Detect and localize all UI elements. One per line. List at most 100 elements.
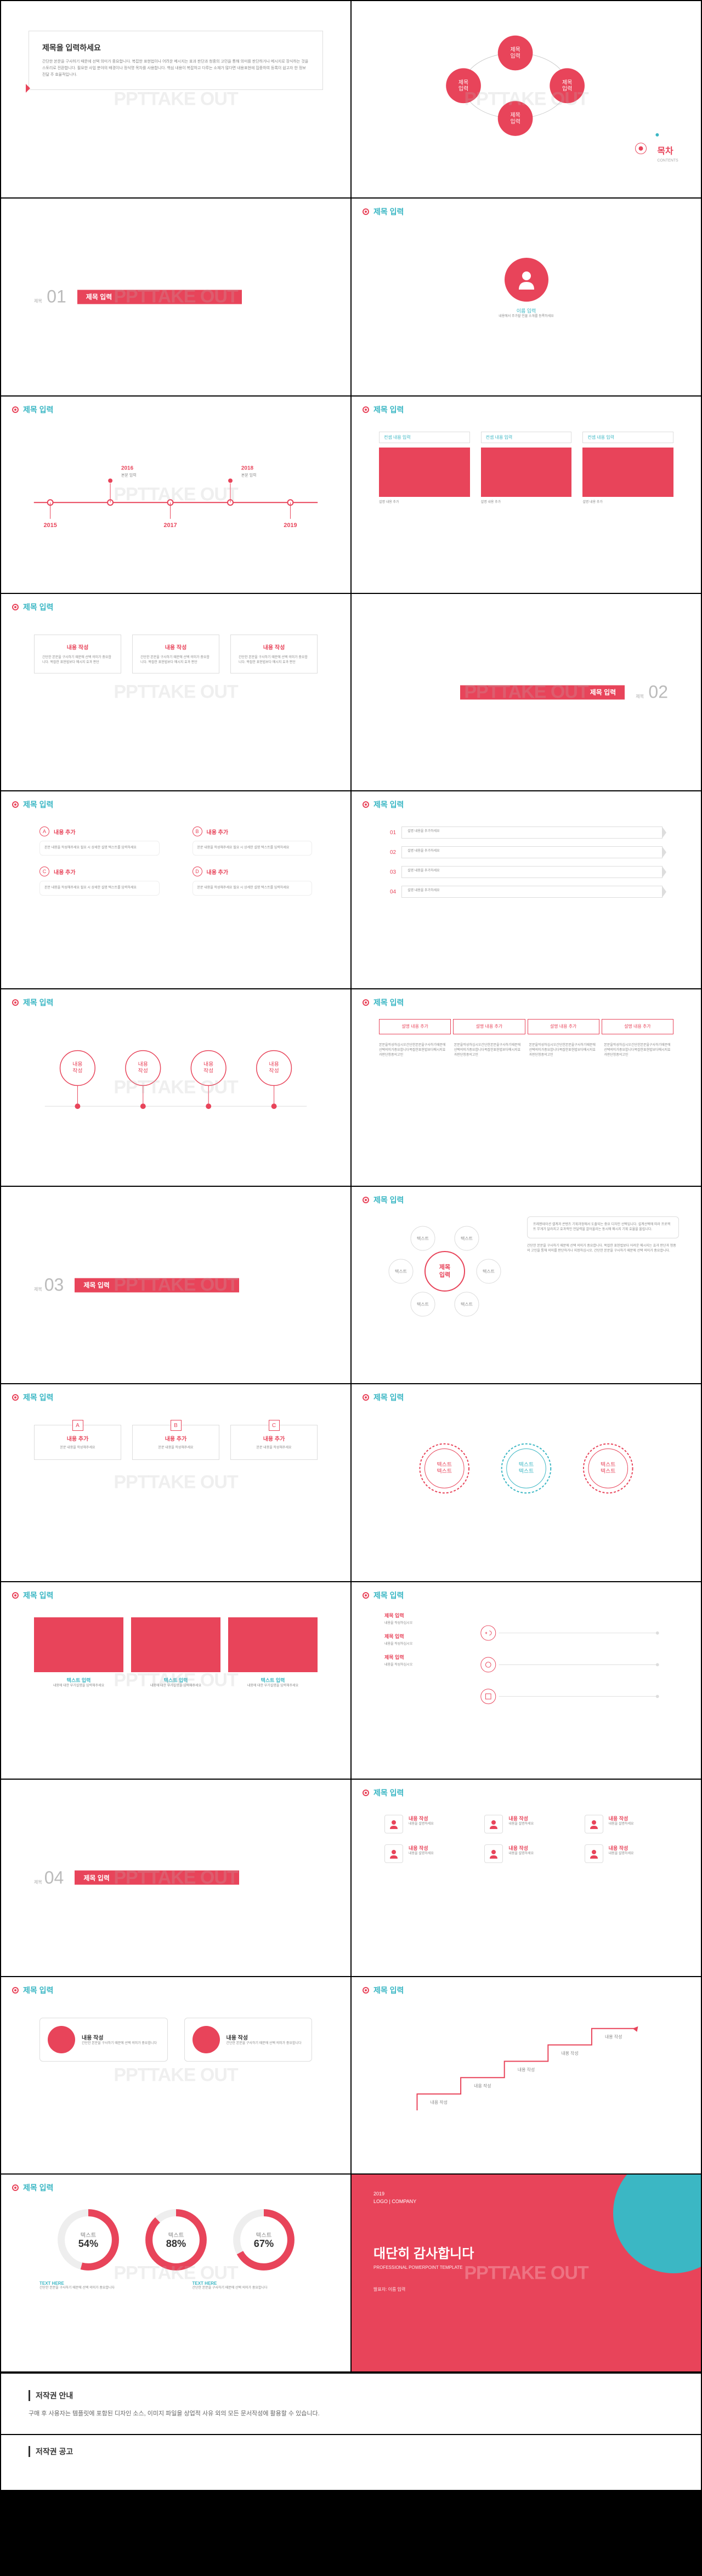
svg-text:제목: 제목 bbox=[458, 79, 468, 86]
svg-text:텍스트: 텍스트 bbox=[417, 1236, 429, 1241]
slide-20: 제목 입력 내용 작성내용을 설명하세요 내용 작성내용을 설명하세요 내용 작… bbox=[352, 1780, 701, 1976]
part-num: 01 bbox=[47, 287, 66, 307]
svg-text:본문 입력: 본문 입력 bbox=[121, 473, 137, 477]
svg-text:텍스트: 텍스트 bbox=[437, 1468, 452, 1475]
watermark: PPTTAKE OUT bbox=[114, 89, 237, 110]
license-title: 저작권 공고 bbox=[29, 2446, 673, 2457]
donut-chart: 텍스트88% bbox=[140, 2204, 212, 2275]
textblock: 본문을작성하십시오간단한본문을구사하기때문에선택의미가중요합니다복잡한표현법보다… bbox=[604, 1043, 673, 1058]
slide-title: 제목 입력 bbox=[373, 206, 404, 217]
box: 내용 작성간단한 본문을 구사하기 때문에 선택 의미가 중요합니다. 복잡한 … bbox=[34, 635, 121, 673]
svg-text:54%: 54% bbox=[78, 2238, 98, 2249]
bullet-icon bbox=[12, 801, 19, 808]
person-item: 내용 작성내용을 설명하세요 bbox=[484, 1815, 568, 1833]
slide-title: 제목 입력 bbox=[373, 1194, 404, 1205]
part-num: 03 bbox=[44, 1275, 64, 1295]
bullet-icon bbox=[363, 1987, 369, 1994]
svg-text:입력: 입력 bbox=[562, 85, 572, 92]
part-bar: 제목 입력 bbox=[75, 1278, 239, 1292]
slide-9: 제목 입력 A내용 추가 본문 내용을 작성해주세요 필요 시 상세한 설명 텍… bbox=[1, 791, 350, 988]
license-section: 저작권 공고 bbox=[1, 2435, 701, 2490]
chevron: 설명 내용 추가 bbox=[379, 1019, 451, 1034]
svg-text:텍스트: 텍스트 bbox=[519, 1468, 534, 1475]
part-num: 04 bbox=[44, 1867, 64, 1887]
slide-title: 제목 입력 bbox=[373, 404, 404, 415]
part-small: 제목 bbox=[636, 694, 644, 699]
footer-section: 저작권 안내 구매 후 사용자는 템플릿에 포함된 디자인 소스, 이미지 파일… bbox=[1, 2374, 701, 2434]
svg-text:내용: 내용 bbox=[203, 1061, 213, 1067]
slide-title: 제목 입력 bbox=[23, 997, 53, 1008]
bullet-icon bbox=[363, 1592, 369, 1599]
svg-text:입력: 입력 bbox=[510, 118, 520, 125]
bullet-icon bbox=[363, 208, 369, 215]
card: C내용 추가본문 내용을 작성해주세요 bbox=[230, 1425, 318, 1460]
svg-text:88%: 88% bbox=[166, 2238, 185, 2249]
slide-title: 제목 입력 bbox=[23, 2182, 53, 2193]
footer-title: 저작권 안내 bbox=[29, 2390, 673, 2401]
svg-text:텍스트: 텍스트 bbox=[437, 1462, 452, 1468]
bullet-icon bbox=[12, 999, 19, 1006]
bullet-icon bbox=[363, 406, 369, 413]
arrow-row: 02설명 내용을 추가하세요 bbox=[390, 846, 663, 858]
slide-15: PPTTAKE OUT 제목 입력 A내용 추가본문 내용을 작성해주세요 B내… bbox=[1, 1384, 350, 1581]
icon-lines bbox=[478, 1612, 668, 1718]
col-a: A내용 추가 본문 내용을 작성해주세요 필요 시 상세한 설명 텍스트를 입력… bbox=[39, 826, 160, 896]
donut-chart: 텍스트67% bbox=[228, 2204, 299, 2275]
svg-text:내용 작성: 내용 작성 bbox=[431, 2099, 448, 2105]
textbox: 프레젠테이션 셀계과 콘텐츠 기획과정에서 도출되는 중요 디자인 선택입니다.… bbox=[527, 1216, 679, 1238]
timeline: 2015 2016본문 입력 2017 2018본문 입력 2019 bbox=[12, 421, 339, 552]
person-item: 내용 작성내용을 설명하세요 bbox=[585, 1815, 668, 1833]
svg-text:제목: 제목 bbox=[510, 47, 520, 53]
footer-body: 구매 후 사용자는 템플릿에 포함된 디자인 소스, 이미지 파일을 상업적 사… bbox=[29, 2409, 673, 2418]
svg-text:입력: 입력 bbox=[510, 53, 520, 60]
col-b: B내용 추가 본문 내용을 작성해주세요 필요 시 상세한 설명 텍스트를 입력… bbox=[193, 826, 313, 896]
svg-text:본문 입력: 본문 입력 bbox=[241, 473, 257, 477]
svg-text:작성: 작성 bbox=[138, 1067, 148, 1074]
slide-19-part04: PPTTAKE OUT 제목04 제목 입력 bbox=[1, 1780, 350, 1976]
concept-col: 컨셉 내용 입력 설명 내용 추가 bbox=[481, 432, 572, 505]
chevron: 설명 내용 추가 bbox=[602, 1019, 673, 1034]
svg-text:제목: 제목 bbox=[439, 1263, 450, 1271]
circle-card: 내용 작성간단한 본문을 구사하기 때문에 선택 의미가 중요합니다 bbox=[39, 2018, 168, 2062]
slide-1: PPTTAKE OUT 제목을 입력하세요 간단한 본문을 구사하기 때문에 선… bbox=[1, 1, 350, 197]
slide-5: PPTTAKE OUT 제목 입력 2015 2016본문 입력 2017 20… bbox=[1, 397, 350, 593]
circle-card: 내용 작성간단한 본문을 구사하기 때문에 선택 의미가 중요합니다 bbox=[184, 2018, 313, 2062]
concept-col: 컨셉 내용 입력 설명 내용 추가 bbox=[582, 432, 673, 505]
card: B내용 추가본문 내용을 작성해주세요 bbox=[132, 1425, 219, 1460]
arrow-row: 01설명 내용을 추가하세요 bbox=[390, 826, 663, 839]
svg-text:내용 작성: 내용 작성 bbox=[561, 2051, 578, 2056]
slide-title: 제목 입력 bbox=[373, 1985, 404, 1996]
slide-22: 제목 입력 내용 작성 내용 작성 내용 작성 내용 작성 내용 작성 bbox=[352, 1977, 701, 2173]
sub: PROFESSIONAL POWERPOINT TEMPLATE bbox=[373, 2265, 679, 2270]
svg-text:2015: 2015 bbox=[43, 522, 56, 529]
pins: 내용작성 내용작성 내용작성 내용작성 bbox=[12, 1014, 339, 1134]
sub: 내용에서 주가할 인물 소개를 등록하세요 bbox=[499, 314, 554, 319]
textblock: 본문을작성하십시오간단한본문을구사하기때문에선택의미가중요합니다복잡한표현법보다… bbox=[454, 1043, 524, 1058]
svg-text:텍스트: 텍스트 bbox=[519, 1462, 534, 1468]
svg-text:2017: 2017 bbox=[163, 522, 177, 529]
part-num: 02 bbox=[648, 682, 668, 702]
part-bar: 제목 입력 bbox=[75, 1871, 239, 1885]
slide-title: 제목 입력 bbox=[23, 1590, 53, 1601]
svg-text:작성: 작성 bbox=[203, 1067, 213, 1074]
slide-16: 제목 입력 텍스트텍스트 텍스트텍스트 텍스트텍스트 bbox=[352, 1384, 701, 1581]
slide-4: 제목 입력 이름 입력 내용에서 주가할 인물 소개를 등록하세요 bbox=[352, 199, 701, 395]
slide-18: 제목 입력 제목 입력내용을 작성하십시오 제목 입력내용을 작성하십시오 제목… bbox=[352, 1582, 701, 1779]
svg-text:내용 작성: 내용 작성 bbox=[474, 2083, 491, 2088]
slide-23: PPTTAKE OUT 제목 입력 텍스트54% 텍스트88% 텍스트67% T… bbox=[1, 2175, 350, 2371]
slide-10: 제목 입력 01설명 내용을 추가하세요 02설명 내용을 추가하세요 03설명… bbox=[352, 791, 701, 988]
slide-title: 제목 입력 bbox=[23, 799, 53, 810]
slide-title: 제목 입력 bbox=[23, 1392, 53, 1403]
slide-17: PPTTAKE OUT 제목 입력 텍스트 입력내용에 대한 부가설명을 입력해… bbox=[1, 1582, 350, 1779]
bullet-icon bbox=[12, 1394, 19, 1401]
left-list: 제목 입력내용을 작성하십시오 제목 입력내용을 작성하십시오 제목 입력내용을… bbox=[384, 1612, 456, 1718]
main-body: 간단한 본문을 구사하기 때문에 선택 의미가 중요합니다. 복잡한 표현법이나… bbox=[42, 59, 309, 78]
svg-text:내용 작성: 내용 작성 bbox=[518, 2067, 535, 2072]
chevron: 설명 내용 추가 bbox=[453, 1019, 525, 1034]
box: 내용 작성간단한 본문을 구사하기 때문에 선택 의미가 중요합니다. 복잡한 … bbox=[132, 635, 219, 673]
slide-8-part02: PPTTAKE OUT 제목 입력 제목 02 bbox=[352, 594, 701, 790]
donut-chart: 텍스트54% bbox=[53, 2204, 124, 2275]
svg-text:텍스트: 텍스트 bbox=[483, 1269, 495, 1274]
bullet-icon bbox=[363, 1394, 369, 1401]
triangle-marker bbox=[26, 84, 30, 93]
